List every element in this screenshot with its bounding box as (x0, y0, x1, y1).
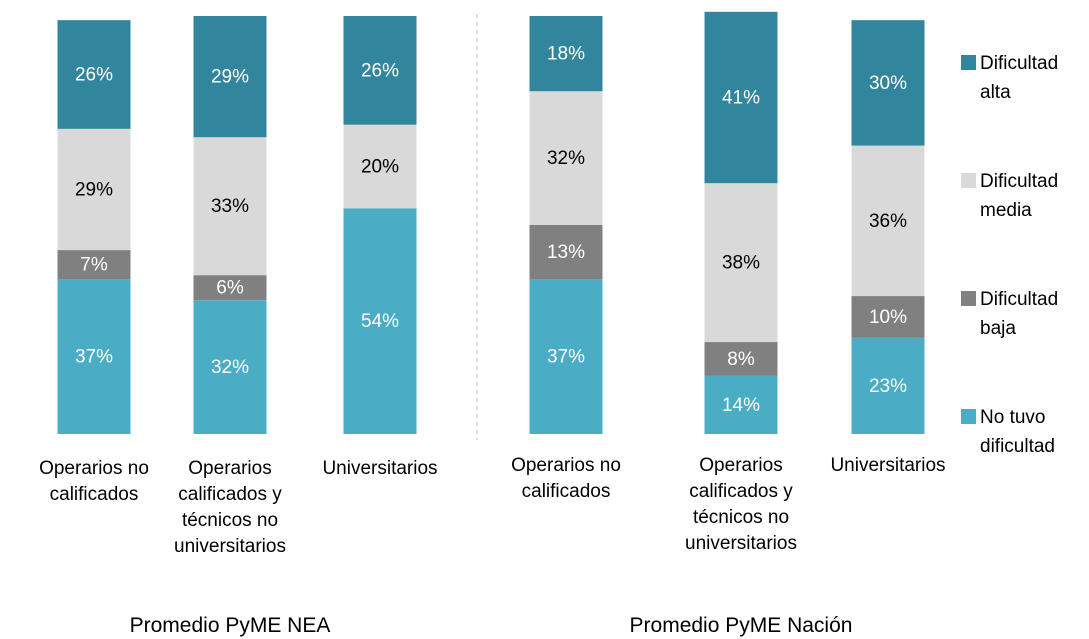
bar-segment (851, 296, 925, 338)
bar-segment (851, 145, 925, 297)
x-tick-label: Operarios no calificados (39, 458, 149, 505)
x-tick-label: Operarios calificados y técnicos no univ… (174, 458, 286, 557)
legend-swatch (961, 291, 976, 306)
legend-item: Dificultad media (961, 167, 1086, 225)
data-label: 7% (80, 255, 108, 276)
data-label: 8% (727, 349, 755, 370)
data-label: 10% (869, 307, 907, 328)
x-tick-label: Universitarios (322, 458, 438, 479)
legend-item: Dificultad alta (961, 49, 1086, 107)
data-label: 36% (869, 211, 907, 232)
bar-segment (343, 124, 417, 209)
bar-segment (704, 342, 778, 376)
bar-segment (193, 137, 267, 276)
group-label: Promedio PyME Nación (629, 614, 853, 637)
data-label: 13% (547, 242, 585, 263)
data-label: 32% (547, 148, 585, 169)
data-label: 18% (547, 44, 585, 65)
legend-item: No tuvo dificultad (961, 403, 1086, 461)
bar-segment (57, 279, 131, 434)
bar-segment (704, 375, 778, 434)
x-tick-label: Operarios no calificados (511, 455, 621, 502)
x-tick-label: Universitarios (830, 455, 946, 476)
bar-segment (57, 128, 131, 251)
bar-segment (529, 225, 603, 280)
bar-segment (193, 300, 267, 434)
bar-segment (193, 275, 267, 301)
legend-item: Dificultad baja (961, 285, 1086, 343)
group-label: Promedio PyME NEA (129, 614, 331, 637)
bar-segment (529, 91, 603, 226)
data-label: 37% (75, 347, 113, 368)
data-label: 54% (361, 311, 399, 332)
data-label: 20% (361, 156, 399, 177)
bar-segment (343, 16, 417, 125)
data-label: 32% (211, 357, 249, 378)
bar-segment (529, 16, 603, 92)
data-label: 37% (547, 347, 585, 368)
bar-segment (851, 337, 925, 434)
x-tick-label: Operarios calificados y técnicos no univ… (685, 455, 797, 554)
data-label: 26% (361, 60, 399, 81)
data-label: 30% (869, 73, 907, 94)
bar-segment (343, 208, 417, 434)
data-label: 38% (722, 253, 760, 274)
legend-label: Dificultad media (980, 171, 1059, 221)
legend-label: Dificultad baja (980, 289, 1059, 339)
data-label: 33% (211, 196, 249, 217)
data-label: 29% (75, 179, 113, 200)
bar-segment (851, 20, 925, 146)
legend-swatch (961, 173, 976, 188)
data-label: 23% (869, 376, 907, 397)
bar-segment (57, 250, 131, 280)
bar-segment (529, 279, 603, 434)
data-label: 29% (211, 67, 249, 88)
legend-swatch (961, 55, 976, 70)
legend-label: Dificultad alta (980, 53, 1059, 103)
bar-segment (57, 20, 131, 129)
bar-segment (704, 11, 778, 184)
data-label: 26% (75, 65, 113, 86)
bar-segment (704, 183, 778, 343)
legend-label: No tuvo dificultad (980, 407, 1055, 457)
data-label: 14% (722, 395, 760, 416)
data-label: 41% (722, 88, 760, 109)
legend-swatch (961, 409, 976, 424)
data-label: 6% (216, 278, 244, 299)
bar-segment (193, 16, 267, 138)
